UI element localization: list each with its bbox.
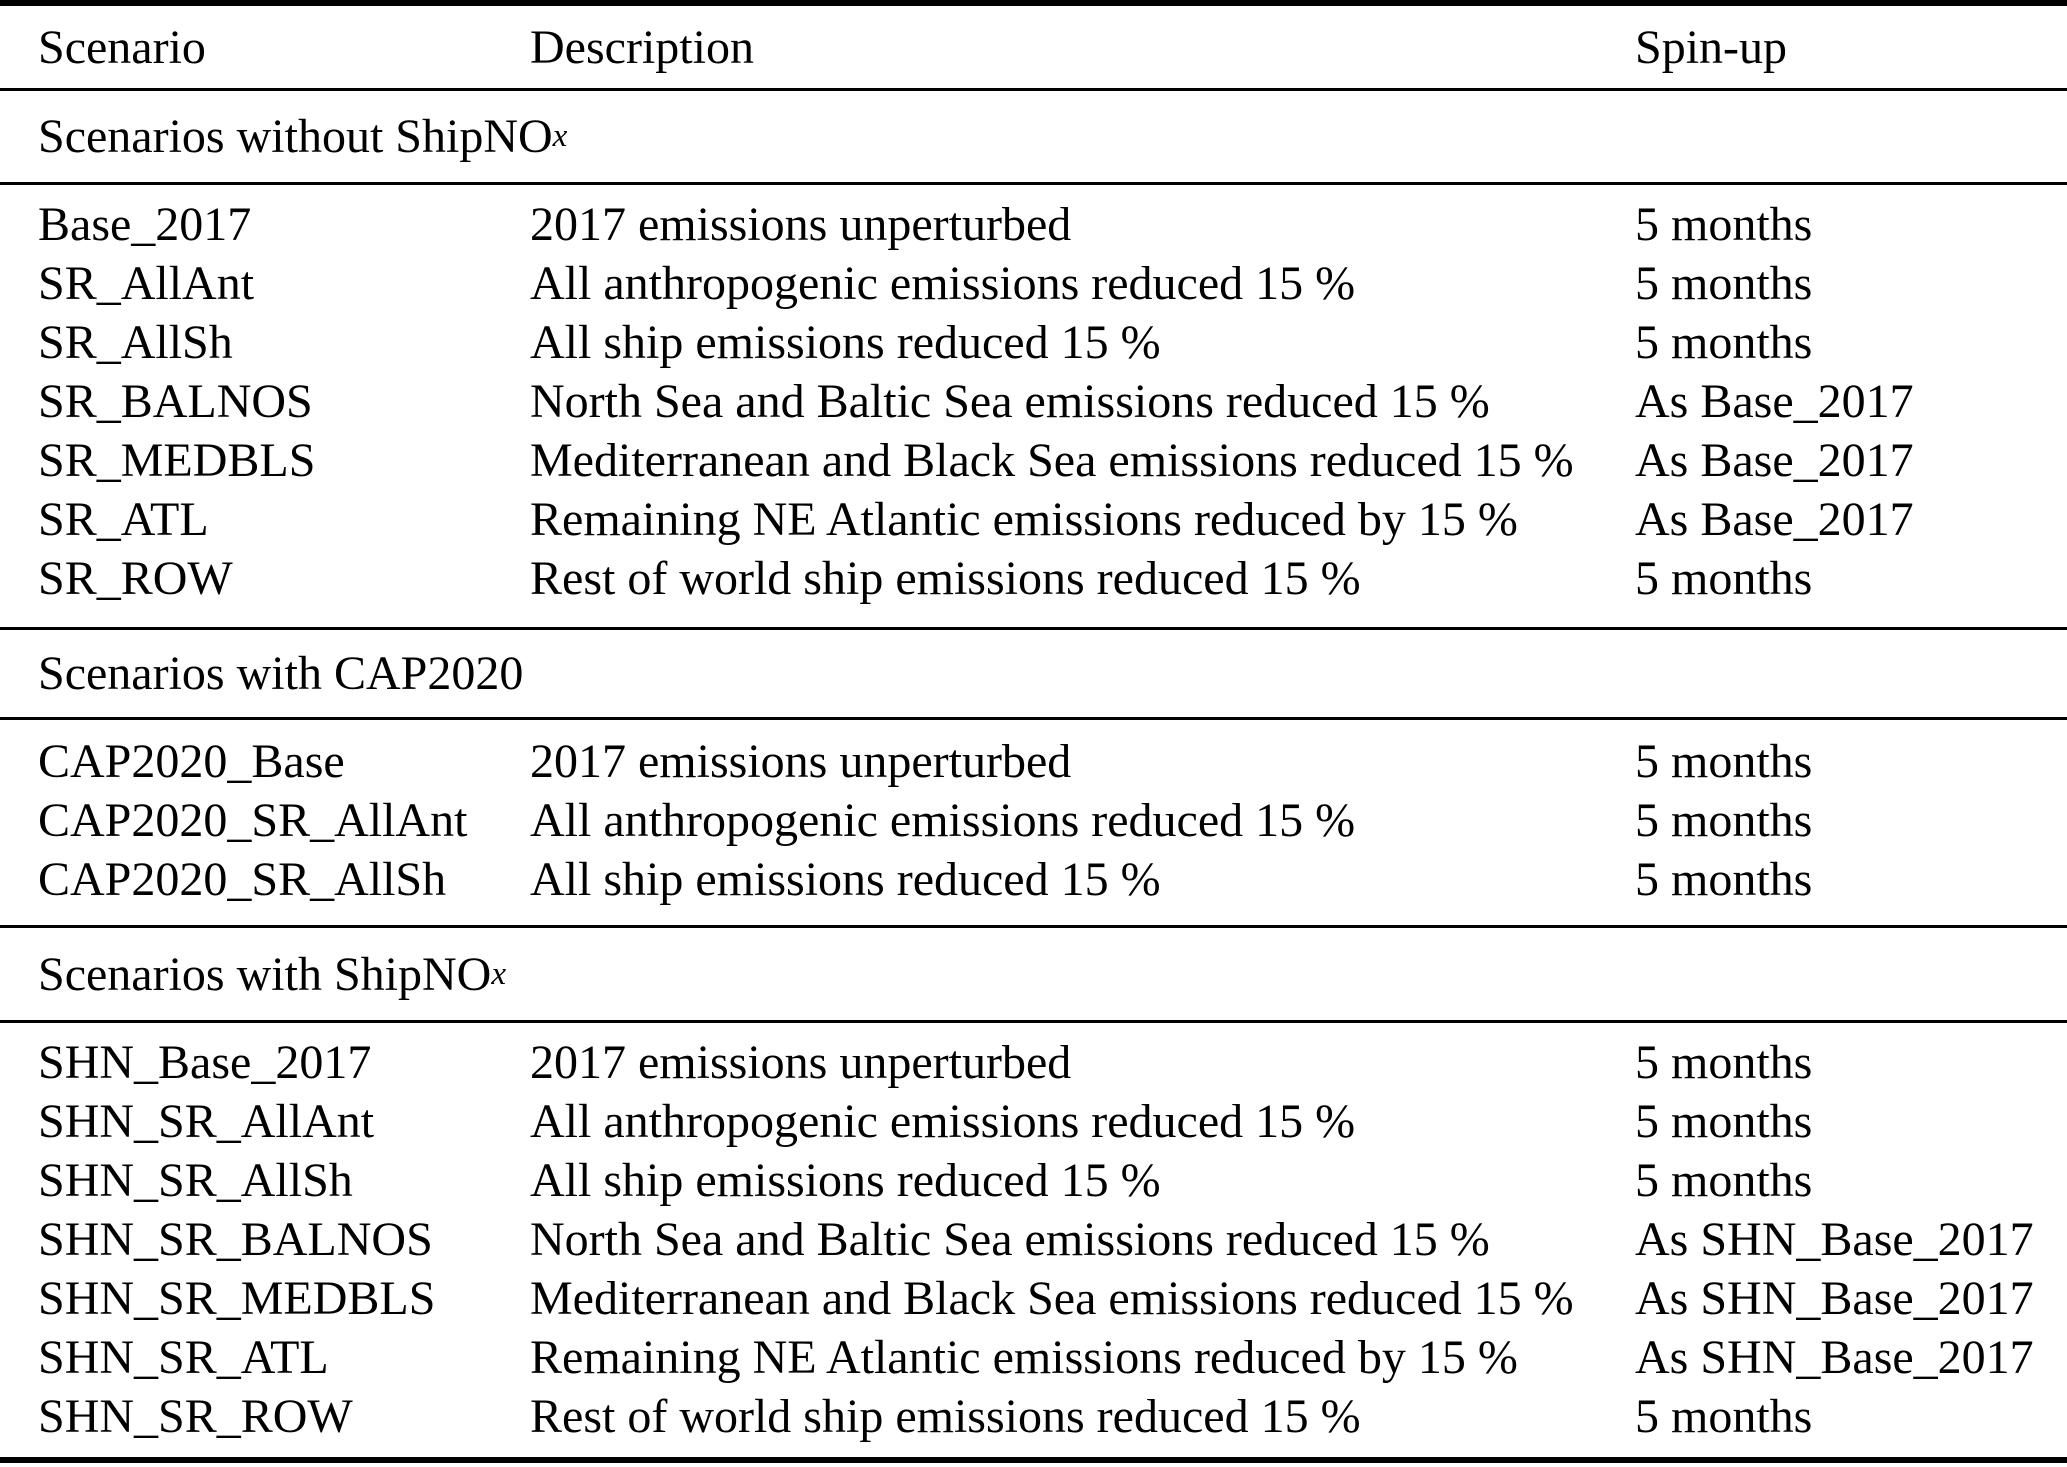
spinup-cell: As Base_2017 — [1635, 375, 1914, 428]
subscript-x: x — [552, 118, 568, 154]
description-cell: All anthropogenic emissions reduced 15 % — [530, 1095, 1356, 1148]
scenario-cell: SHN_SR_MEDBLS — [38, 1272, 436, 1325]
scenario-cell: SR_AllSh — [38, 316, 233, 369]
spinup-cell: 5 months — [1635, 257, 1813, 310]
scenario-cell: SHN_SR_ATL — [38, 1331, 329, 1384]
scenario-cell: SHN_SR_AllSh — [38, 1154, 353, 1207]
section-header-with-shipnox: Scenarios with ShipNO x — [0, 928, 2067, 1020]
spinup-cell: As Base_2017 — [1635, 493, 1914, 546]
column-header-description: Description — [530, 20, 754, 74]
column-header-spinup: Spin-up — [1635, 20, 1788, 74]
section-title: Scenarios with ShipNO — [38, 947, 492, 1001]
scenario-cell: SR_MEDBLS — [38, 434, 316, 487]
table-row: SR_BALNOS North Sea and Baltic Sea emiss… — [0, 372, 2067, 431]
table-top-rule — [0, 0, 2067, 6]
spinup-cell: 5 months — [1635, 1095, 1813, 1148]
table-row: SR_ROW Rest of world ship emissions redu… — [0, 549, 2067, 608]
description-cell: Mediterranean and Black Sea emissions re… — [530, 1272, 1574, 1325]
table-row: SHN_Base_2017 2017 emissions unperturbed… — [0, 1033, 2067, 1092]
table-row: SHN_SR_MEDBLS Mediterranean and Black Se… — [0, 1269, 2067, 1328]
table-row: SHN_SR_ROW Rest of world ship emissions … — [0, 1387, 2067, 1446]
column-header-row: Scenario Description Spin-up — [0, 6, 2067, 88]
description-cell: Rest of world ship emissions reduced 15 … — [530, 552, 1361, 605]
description-cell: Remaining NE Atlantic emissions reduced … — [530, 493, 1518, 546]
spinup-cell: 5 months — [1635, 1390, 1813, 1443]
spinup-cell: As SHN_Base_2017 — [1635, 1331, 2034, 1384]
table-rule — [0, 1020, 2067, 1023]
table-row: CAP2020_SR_AllSh All ship emissions redu… — [0, 850, 2067, 909]
scenario-cell: SHN_SR_ROW — [38, 1390, 353, 1443]
spinup-cell: As SHN_Base_2017 — [1635, 1272, 2034, 1325]
scenario-cell: CAP2020_SR_AllAnt — [38, 794, 468, 847]
table-row: SR_ATL Remaining NE Atlantic emissions r… — [0, 490, 2067, 549]
table-row: SHN_SR_AllSh All ship emissions reduced … — [0, 1151, 2067, 1210]
spinup-cell: 5 months — [1635, 735, 1813, 788]
table-row: SR_AllSh All ship emissions reduced 15 %… — [0, 313, 2067, 372]
section-title: Scenarios without ShipNO — [38, 110, 553, 163]
description-cell: All ship emissions reduced 15 % — [530, 853, 1161, 906]
description-cell: 2017 emissions unperturbed — [530, 735, 1072, 788]
spinup-cell: 5 months — [1635, 198, 1813, 251]
section-header-cap2020: Scenarios with CAP2020 — [0, 630, 2067, 717]
spinup-cell: 5 months — [1635, 794, 1813, 847]
section-body-without-shipnox: Base_2017 2017 emissions unperturbed 5 m… — [0, 185, 2067, 627]
table-row: SR_AllAnt All anthropogenic emissions re… — [0, 254, 2067, 313]
scenario-cell: SR_BALNOS — [38, 375, 313, 428]
description-cell: 2017 emissions unperturbed — [530, 1036, 1072, 1089]
table-row: SHN_SR_ATL Remaining NE Atlantic emissio… — [0, 1328, 2067, 1387]
description-cell: All anthropogenic emissions reduced 15 % — [530, 794, 1356, 847]
table-rule — [0, 717, 2067, 720]
table-row: SHN_SR_AllAnt All anthropogenic emission… — [0, 1092, 2067, 1151]
description-cell: All ship emissions reduced 15 % — [530, 1154, 1161, 1207]
scenario-cell: SR_ATL — [38, 493, 209, 546]
table-row: SR_MEDBLS Mediterranean and Black Sea em… — [0, 431, 2067, 490]
description-cell: All anthropogenic emissions reduced 15 % — [530, 257, 1356, 310]
description-cell: 2017 emissions unperturbed — [530, 198, 1072, 251]
description-cell: North Sea and Baltic Sea emissions reduc… — [530, 375, 1490, 428]
scenario-cell: CAP2020_Base — [38, 735, 345, 788]
table-row: Base_2017 2017 emissions unperturbed 5 m… — [0, 195, 2067, 254]
description-cell: All ship emissions reduced 15 % — [530, 316, 1161, 369]
spinup-cell: 5 months — [1635, 552, 1813, 605]
scenario-cell: SR_ROW — [38, 552, 233, 605]
spinup-cell: As SHN_Base_2017 — [1635, 1213, 2034, 1266]
scenario-cell: CAP2020_SR_AllSh — [38, 853, 447, 906]
description-cell: Mediterranean and Black Sea emissions re… — [530, 434, 1574, 487]
scenario-cell: SHN_Base_2017 — [38, 1036, 372, 1089]
scenario-cell: Base_2017 — [38, 198, 252, 251]
table-rule — [0, 925, 2067, 928]
spinup-cell: As Base_2017 — [1635, 434, 1914, 487]
description-cell: North Sea and Baltic Sea emissions reduc… — [530, 1213, 1490, 1266]
spinup-cell: 5 months — [1635, 1154, 1813, 1207]
section-title: Scenarios with CAP2020 — [38, 647, 524, 700]
spinup-cell: 5 months — [1635, 316, 1813, 369]
scenario-cell: SHN_SR_AllAnt — [38, 1095, 375, 1148]
table-row: CAP2020_Base 2017 emissions unperturbed … — [0, 732, 2067, 791]
description-cell: Remaining NE Atlantic emissions reduced … — [530, 1331, 1518, 1384]
subscript-x: x — [491, 955, 506, 992]
table-rule — [0, 88, 2067, 91]
scenario-cell: SR_AllAnt — [38, 257, 255, 310]
column-header-scenario: Scenario — [38, 20, 206, 74]
section-body-with-shipnox: SHN_Base_2017 2017 emissions unperturbed… — [0, 1023, 2067, 1457]
section-body-cap2020: CAP2020_Base 2017 emissions unperturbed … — [0, 720, 2067, 925]
description-cell: Rest of world ship emissions reduced 15 … — [530, 1390, 1361, 1443]
section-header-without-shipnox: Scenarios without ShipNO x — [0, 91, 2067, 182]
table-bottom-rule — [0, 1457, 2067, 1463]
spinup-cell: 5 months — [1635, 1036, 1813, 1089]
scenario-cell: SHN_SR_BALNOS — [38, 1213, 433, 1266]
table-rule — [0, 627, 2067, 630]
table-row: SHN_SR_BALNOS North Sea and Baltic Sea e… — [0, 1210, 2067, 1269]
table-rule — [0, 182, 2067, 185]
table-row: CAP2020_SR_AllAnt All anthropogenic emis… — [0, 791, 2067, 850]
spinup-cell: 5 months — [1635, 853, 1813, 906]
